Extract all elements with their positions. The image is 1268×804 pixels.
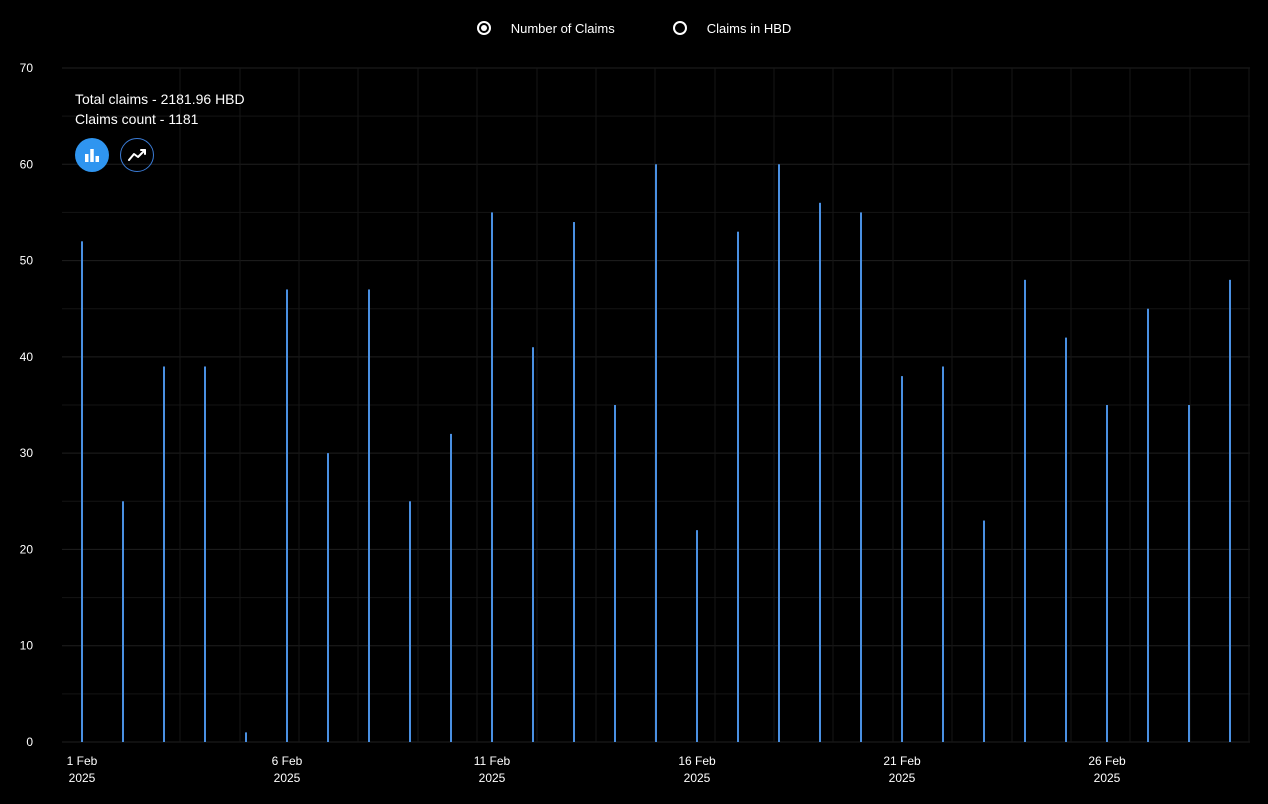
bar [573, 222, 575, 743]
bar [819, 202, 821, 743]
y-tick-label: 10 [20, 639, 34, 653]
y-tick-label: 60 [20, 157, 34, 171]
series-selector: Number of Claims Claims in HBD [0, 14, 1268, 42]
x-tick-year-label: 2025 [274, 771, 301, 785]
radio-selected-icon[interactable] [476, 21, 491, 35]
y-tick-label: 40 [20, 350, 34, 364]
bar [245, 732, 247, 742]
bar [614, 405, 616, 742]
bar-chart-icon [85, 149, 99, 162]
option-label: Number of Claims [510, 20, 615, 36]
bar [532, 347, 534, 742]
x-tick-year-label: 2025 [1094, 771, 1121, 785]
x-tick-year-label: 2025 [69, 771, 96, 785]
y-tick-label: 20 [20, 542, 34, 556]
x-tick-year-label: 2025 [684, 771, 711, 785]
bar [81, 241, 83, 743]
y-tick-label: 50 [20, 254, 34, 268]
bar [491, 212, 493, 742]
bar [163, 366, 165, 742]
bar-view-button[interactable] [75, 138, 109, 172]
option-claims-in-hbd[interactable]: Claims in HBD [672, 20, 792, 36]
radio-unselected-icon[interactable] [672, 21, 687, 35]
y-tick-label: 0 [26, 735, 33, 749]
bar [1106, 405, 1108, 742]
y-tick-label: 30 [20, 446, 34, 460]
option-label: Claims in HBD [706, 20, 792, 36]
x-tick-year-label: 2025 [889, 771, 916, 785]
bar [1229, 279, 1231, 742]
bar [1065, 337, 1067, 742]
total-claims-text: Total claims - 2181.96 HBD [75, 91, 245, 107]
option-number-of-claims[interactable]: Number of Claims [476, 20, 615, 36]
bar [204, 366, 206, 742]
bar [778, 164, 780, 743]
bar [286, 289, 288, 742]
y-tick-label: 70 [20, 61, 34, 75]
bar [327, 453, 329, 742]
bar [983, 520, 985, 742]
x-tick-label: 16 Feb [678, 754, 716, 768]
line-view-button[interactable] [120, 138, 154, 172]
bar [450, 433, 452, 742]
claims-count-text: Claims count - 1181 [75, 111, 199, 127]
bar [1188, 405, 1190, 742]
bar [860, 212, 862, 742]
bar [1024, 279, 1026, 742]
bar [901, 376, 903, 742]
line-chart-icon [128, 149, 146, 161]
x-tick-label: 11 Feb [474, 754, 511, 768]
bar [122, 501, 124, 742]
claims-summary: Total claims - 2181.96 HBD Claims count … [75, 89, 245, 129]
bar [1147, 308, 1149, 742]
x-tick-label: 6 Feb [272, 754, 303, 768]
bar [696, 530, 698, 742]
x-tick-label: 21 Feb [883, 754, 921, 768]
bar [655, 164, 657, 743]
bar [737, 231, 739, 742]
x-tick-year-label: 2025 [479, 771, 506, 785]
x-tick-label: 26 Feb [1088, 754, 1126, 768]
x-tick-label: 1 Feb [67, 754, 98, 768]
chart-view-toggle [75, 138, 154, 172]
bar [942, 366, 944, 742]
bar [368, 289, 370, 742]
bar [409, 501, 411, 742]
